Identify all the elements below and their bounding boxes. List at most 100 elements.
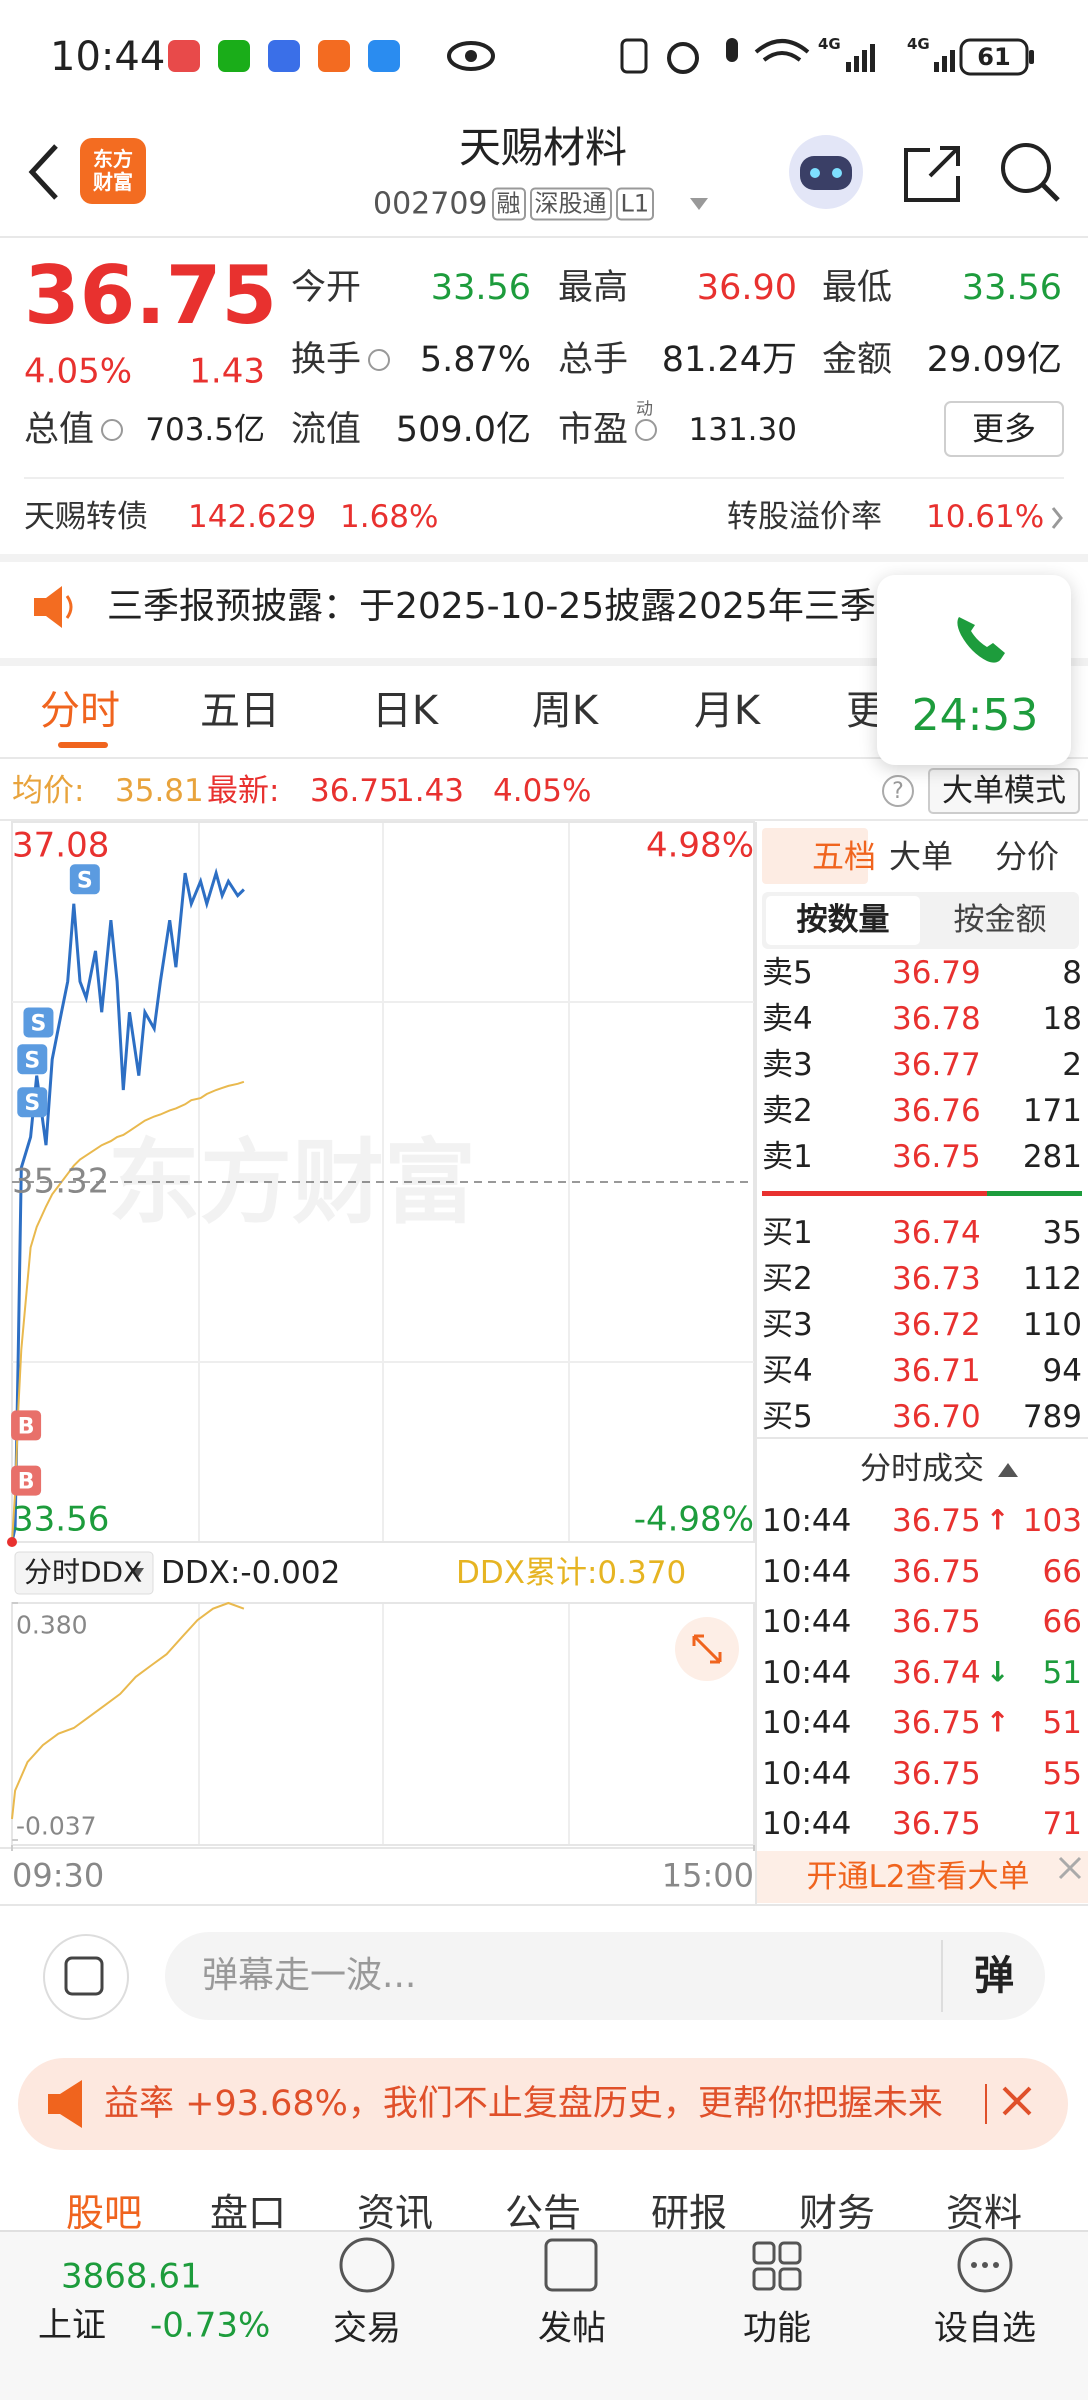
bond-pct: 1.68% [340, 498, 439, 535]
speaker-icon [34, 586, 62, 628]
y-tick-label: 35.32 [12, 1161, 110, 1202]
l2-bar[interactable] [757, 1851, 1088, 1903]
comment-icon[interactable] [43, 1934, 129, 2020]
period-tab[interactable]: 周K [531, 688, 599, 734]
trade-marker [11, 1410, 42, 1441]
trade-price: 36.75 [892, 1704, 981, 1741]
collapse-icon[interactable] [998, 1463, 1018, 1477]
search-icon[interactable] [1001, 143, 1051, 193]
y2-tick-label: 4.98% [645, 825, 754, 866]
banner-box[interactable] [18, 2058, 1068, 2150]
book-price: 36.70 [892, 1398, 981, 1435]
nav-bar-surface [0, 2232, 1088, 2400]
section-tab[interactable]: 盘口 [209, 2191, 287, 2236]
period-tab[interactable]: 五日 [200, 688, 280, 734]
field-label: 市盈 [558, 409, 629, 450]
trade-time: 10:44 [762, 1805, 852, 1842]
expand-icon [692, 1634, 722, 1664]
section-tab[interactable]: 股吧 [65, 2191, 143, 2236]
section-tab[interactable]: 财务 [798, 2191, 876, 2236]
section-tab[interactable]: 资讯 [356, 2191, 434, 2236]
section-tab[interactable]: 公告 [504, 2191, 582, 2236]
trade-time: 10:44 [762, 1755, 852, 1792]
nav-item[interactable]: 交易 [333, 2308, 401, 2349]
more-button-label[interactable]: 更多 [971, 409, 1037, 448]
trade-price: 36.75 [892, 1603, 981, 1640]
last-price: 36.75 [24, 249, 278, 342]
banner-text: 益率 +93.68%，我们不止复盘历史，更帮你把握未来 [104, 2084, 943, 2124]
y-tick-label: 37.08 [12, 825, 110, 866]
share-icon[interactable] [904, 146, 960, 202]
book-label: 卖2 [762, 1092, 813, 1129]
help-icon[interactable] [882, 775, 914, 807]
network-label: 4G [818, 34, 841, 53]
last-value: 36.75 [310, 772, 399, 809]
trade-marker-label: S [24, 1091, 40, 1116]
battery-icon [959, 38, 1029, 76]
watchlist-icon[interactable] [957, 2237, 1013, 2293]
info-icon [635, 419, 657, 441]
y2-tick-label: -4.98% [633, 1499, 754, 1540]
nav-item[interactable]: 发帖 [538, 2308, 606, 2349]
function-icon[interactable] [752, 2241, 802, 2291]
book-tab[interactable]: 五档 [811, 837, 877, 876]
period-tab[interactable]: 日K [371, 688, 439, 734]
help-mark[interactable]: ? [892, 778, 904, 804]
book-price: 36.78 [892, 1000, 981, 1037]
nav-item[interactable]: 功能 [743, 2308, 811, 2349]
trade-time: 10:44 [762, 1704, 852, 1741]
post-icon[interactable] [544, 2238, 598, 2292]
change-amount: 1.43 [189, 351, 265, 392]
depth-bar-sell [762, 1191, 987, 1196]
close-icon[interactable] [1002, 2086, 1032, 2116]
trade-marker [69, 864, 100, 895]
trade-icon[interactable] [339, 2237, 395, 2293]
field-value: 509.0亿 [395, 409, 531, 450]
mode-label[interactable]: 大单模式 [942, 772, 1066, 809]
book-label: 买1 [762, 1214, 813, 1251]
book-price: 36.72 [892, 1306, 981, 1343]
ddx-selector[interactable] [14, 1551, 154, 1595]
book-subtab[interactable]: 按数量 [796, 901, 890, 938]
close-icon[interactable] [1058, 1856, 1082, 1880]
call-card[interactable] [877, 575, 1071, 765]
book-tab[interactable]: 大单 [888, 837, 954, 876]
field-label: 总值 [24, 409, 95, 450]
trade-price: 36.75 [892, 1553, 981, 1590]
more-button[interactable] [944, 401, 1064, 457]
chevron-icon[interactable] [1051, 507, 1063, 529]
section-tab[interactable]: 资料 [945, 2191, 1023, 2236]
comment-icon [64, 1956, 104, 1996]
trade-volume: 51 [1042, 1704, 1082, 1741]
danmaku-button[interactable]: 弹 [974, 1953, 1014, 1999]
trade-time: 10:44 [762, 1603, 852, 1640]
signal-icon [934, 50, 955, 72]
period-tab[interactable]: 分时 [40, 688, 120, 734]
field-value: 36.90 [696, 267, 797, 308]
assistant-icon [832, 168, 842, 178]
nav-item[interactable]: 设自选 [934, 2308, 1036, 2349]
comment-input[interactable] [165, 1932, 1045, 2020]
book-tab[interactable]: 分价 [994, 837, 1060, 876]
trade-price: 36.75 [892, 1755, 981, 1792]
field-label: 换手 [291, 339, 362, 380]
last-pct: 4.05% [493, 772, 592, 809]
logo-box [80, 138, 146, 204]
section-tab[interactable]: 研报 [650, 2191, 728, 2236]
book-subtab[interactable]: 按金额 [953, 901, 1047, 938]
book-label: 买4 [762, 1352, 813, 1389]
comment-placeholder[interactable]: 弹幕走一波... [202, 1955, 417, 1997]
l2-prompt[interactable]: 开通L2查看大单 [806, 1858, 1030, 1895]
field-label: 今开 [291, 267, 362, 308]
stock-tag: 融 [491, 187, 526, 221]
back-icon[interactable] [28, 144, 58, 200]
stock-code-row: 002709 融深股通 L1 [373, 187, 655, 221]
period-tab[interactable]: 月K [693, 688, 761, 734]
assistant-icon [810, 168, 820, 178]
book-volume: 2 [1062, 1046, 1082, 1083]
change-pct: 4.05% [24, 351, 133, 392]
mode-button[interactable] [928, 768, 1080, 814]
trade-direction: ↑ [986, 1705, 1010, 1739]
ddx-title[interactable]: 分时DDX [24, 1555, 143, 1589]
